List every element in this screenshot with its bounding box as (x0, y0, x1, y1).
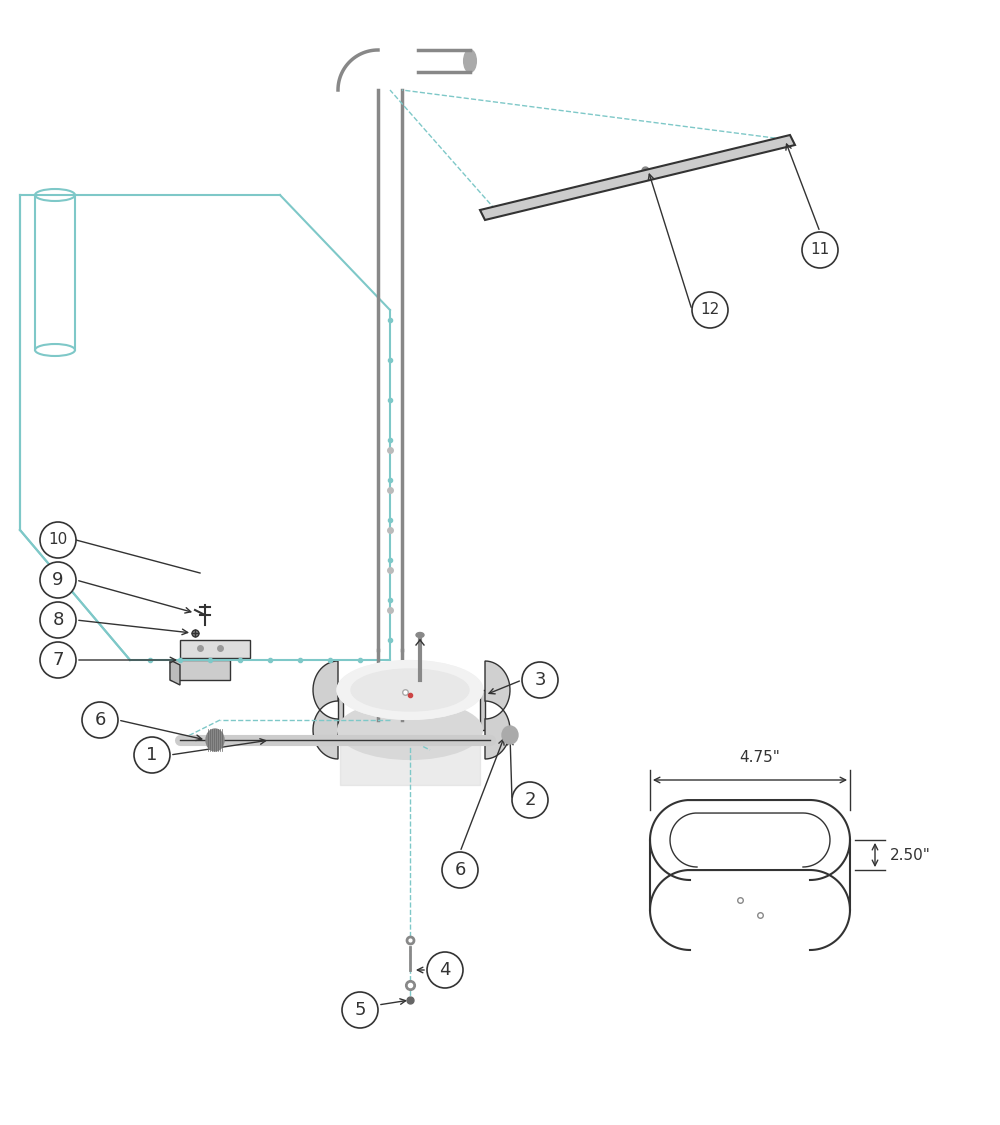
Text: 1: 1 (146, 746, 158, 764)
Ellipse shape (338, 701, 482, 759)
Circle shape (692, 292, 728, 328)
Circle shape (427, 952, 463, 988)
Text: 5: 5 (354, 1001, 366, 1019)
Text: 4.75": 4.75" (740, 750, 780, 765)
Polygon shape (170, 660, 180, 685)
Text: 3: 3 (534, 670, 546, 688)
Polygon shape (480, 135, 795, 220)
Text: 8: 8 (52, 611, 64, 629)
Text: 11: 11 (810, 243, 830, 258)
Polygon shape (340, 730, 480, 785)
Polygon shape (485, 662, 510, 759)
Circle shape (342, 992, 378, 1028)
Ellipse shape (351, 669, 469, 711)
Circle shape (442, 852, 478, 888)
Circle shape (512, 782, 548, 818)
Circle shape (522, 662, 558, 698)
Circle shape (82, 702, 118, 738)
Circle shape (134, 737, 170, 773)
Text: 4: 4 (439, 961, 451, 979)
Ellipse shape (464, 50, 476, 72)
Text: 2: 2 (524, 791, 536, 809)
Text: 9: 9 (52, 572, 64, 590)
Ellipse shape (206, 729, 224, 752)
Text: 6: 6 (94, 711, 106, 729)
Ellipse shape (378, 716, 402, 724)
Polygon shape (338, 690, 343, 730)
Text: 12: 12 (700, 303, 720, 317)
Circle shape (802, 232, 838, 268)
Polygon shape (480, 690, 485, 730)
Circle shape (40, 602, 76, 638)
Circle shape (40, 522, 76, 558)
Text: 2.50": 2.50" (890, 847, 931, 863)
Ellipse shape (338, 662, 482, 719)
Text: 10: 10 (48, 532, 68, 548)
Ellipse shape (416, 632, 424, 638)
Polygon shape (170, 660, 230, 680)
Ellipse shape (351, 669, 469, 711)
Circle shape (40, 562, 76, 598)
Polygon shape (313, 662, 338, 759)
Ellipse shape (338, 662, 482, 719)
Circle shape (40, 642, 76, 678)
Text: 7: 7 (52, 651, 64, 669)
Polygon shape (180, 640, 250, 658)
Ellipse shape (502, 726, 518, 744)
Text: 6: 6 (454, 861, 466, 879)
Ellipse shape (340, 702, 480, 757)
